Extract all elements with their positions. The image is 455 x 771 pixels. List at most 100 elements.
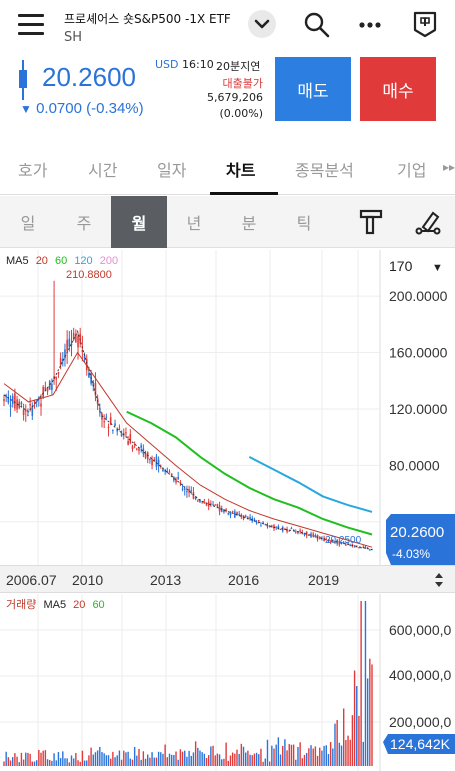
volume-bar [149, 757, 151, 766]
period-year[interactable]: 년 [186, 214, 202, 233]
volume-bar [107, 755, 110, 766]
volume-bar [116, 755, 118, 766]
period-day[interactable]: 일 [20, 214, 36, 233]
volume-bar [123, 750, 125, 766]
candle-body [205, 503, 208, 506]
candle-body [183, 488, 186, 490]
volume-bar [164, 744, 166, 766]
volume-bar [319, 747, 321, 766]
candle-body [275, 526, 277, 528]
more-icon[interactable] [356, 10, 386, 40]
volume-bar [186, 756, 188, 766]
tab-analysis[interactable]: 종목분석 [295, 161, 354, 180]
candle-body [72, 332, 75, 340]
candle-body [149, 458, 151, 461]
candle-icon [19, 60, 27, 100]
count-selector[interactable]: 170 ▼ [389, 258, 443, 274]
volume-bar [203, 753, 206, 766]
period-month[interactable]: 월 [111, 196, 167, 248]
indicator-tool-icon[interactable] [358, 208, 386, 236]
period-minute[interactable]: 분 [241, 214, 257, 233]
volume-bar [38, 749, 40, 766]
volume-legend-20: 20 [73, 599, 85, 611]
volume-bar [160, 752, 162, 766]
candle-body [109, 417, 112, 425]
ma-legend-60: 60 [55, 255, 67, 267]
volume-bar [310, 745, 312, 766]
volume-bar [334, 723, 336, 766]
candle-body [68, 338, 71, 347]
sort-toggle-icon[interactable] [432, 572, 446, 588]
candle-body [24, 409, 27, 412]
candle-body [262, 521, 264, 523]
tab-chart[interactable]: 차트 [226, 161, 256, 180]
candle-body [20, 402, 23, 405]
volume-bar [12, 757, 14, 766]
menu-icon[interactable] [18, 14, 44, 35]
candle-body [260, 525, 262, 527]
count-selector-caret-icon: ▼ [432, 262, 443, 274]
volume-bar [125, 752, 127, 766]
volume-bar [260, 748, 262, 766]
volume-bar [147, 754, 149, 766]
time-axis[interactable]: 2006.07 2010 2013 2016 2019 [0, 565, 455, 593]
volume-chart[interactable]: 거래량 MA5 20 60 600,000,0 400,000,0 200,00… [0, 594, 455, 771]
candle-body [33, 401, 36, 403]
trade-volume-pct: (0.00%) [219, 107, 263, 120]
candle-body [44, 386, 47, 391]
bookmark-flag-icon[interactable] [410, 10, 440, 40]
candle-body [329, 540, 332, 543]
candle-body [144, 453, 147, 458]
volume-bar [327, 753, 330, 766]
price-chart[interactable]: MA5 20 60 120 200 210.8800 20.2500 40.00… [0, 250, 455, 565]
candle-body [255, 521, 258, 524]
candle-body [105, 416, 108, 418]
volume-bar [216, 753, 219, 766]
volume-bar [336, 720, 338, 766]
candle-body [277, 526, 280, 529]
candle-body [358, 547, 360, 549]
volume-bar [136, 755, 138, 766]
volume-bar [218, 754, 221, 766]
candle-body [199, 499, 201, 503]
tab-orderbook[interactable]: 호가 [18, 161, 48, 180]
volume-bar [40, 752, 42, 766]
volume-bar [190, 755, 192, 766]
candle-body [168, 471, 171, 473]
current-price-tag-value: 20.2600 [390, 524, 444, 541]
time-label: 2016 [228, 572, 260, 588]
draw-tool-icon[interactable] [414, 208, 442, 236]
volume-bar [199, 750, 201, 766]
candle-body [288, 530, 291, 532]
candle-body [314, 535, 317, 537]
ma-line-60 [126, 410, 373, 536]
candle-body [166, 471, 169, 473]
search-icon[interactable] [302, 10, 332, 40]
stock-code: SH [64, 30, 83, 45]
candle-body [345, 544, 347, 546]
candle-body [35, 400, 38, 403]
buy-button[interactable]: 매수 [360, 57, 436, 121]
volume-bar [29, 753, 31, 766]
candle-body [157, 459, 160, 466]
tabs-more-icon[interactable]: ▸▸ [443, 160, 455, 174]
period-week[interactable]: 주 [76, 214, 92, 233]
tab-time[interactable]: 시간 [88, 161, 118, 180]
candle-body [264, 524, 267, 526]
volume-bar [308, 748, 310, 766]
candle-body [155, 456, 158, 467]
tab-company[interactable]: 기업 [397, 161, 427, 180]
volume-bar [140, 759, 142, 766]
candle-body [229, 511, 232, 516]
candle-body [40, 403, 42, 407]
sell-button[interactable]: 매도 [275, 57, 351, 121]
volume-chart-svg: 거래량 MA5 20 60 600,000,0 400,000,0 200,00… [0, 594, 455, 771]
candle-body [7, 397, 10, 403]
volume-bar [9, 760, 12, 766]
volume-bar [329, 742, 332, 766]
stock-dropdown-button[interactable] [248, 10, 276, 38]
volume-bar [151, 752, 153, 766]
period-tick[interactable]: 틱 [296, 214, 312, 233]
candle-body [18, 401, 21, 408]
tab-daily[interactable]: 일자 [157, 161, 187, 180]
